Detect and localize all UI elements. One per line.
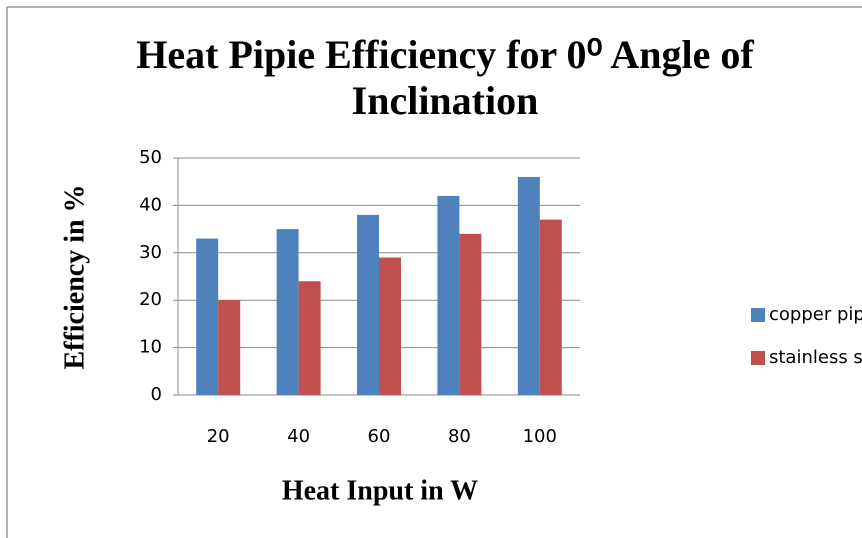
bar — [276, 229, 299, 395]
bar — [218, 300, 241, 395]
x-tick-label: 40 — [287, 426, 310, 447]
y-axis-title: Efficiency in % — [59, 184, 90, 369]
y-tick-label: 40 — [139, 194, 162, 215]
bar — [517, 176, 540, 395]
bar — [357, 214, 379, 395]
bar — [539, 219, 562, 395]
y-tick-label: 30 — [139, 242, 162, 263]
x-tick-label: 80 — [448, 426, 471, 447]
x-tick-label: 20 — [207, 426, 230, 447]
y-tick-label: 10 — [139, 337, 162, 358]
bar — [437, 195, 460, 395]
bar — [298, 281, 321, 395]
legend-label: copper pipe — [769, 304, 862, 325]
y-tick-label: 50 — [139, 147, 162, 168]
x-tick-label: 60 — [368, 426, 391, 447]
bar — [459, 233, 482, 395]
legend-label: stainless steel pipe — [769, 347, 862, 368]
bar — [379, 257, 401, 395]
legend-swatch — [751, 351, 765, 365]
y-tick-label: 0 — [151, 384, 162, 405]
chart-title: Heat Pipie Efficiency for 0⁰ Angle of In… — [136, 32, 754, 123]
y-tick-label: 20 — [139, 289, 162, 310]
x-tick-label: 100 — [523, 426, 557, 447]
bar — [196, 238, 219, 395]
x-axis-title: Heat Input in W — [282, 475, 478, 506]
legend-swatch — [751, 308, 765, 322]
